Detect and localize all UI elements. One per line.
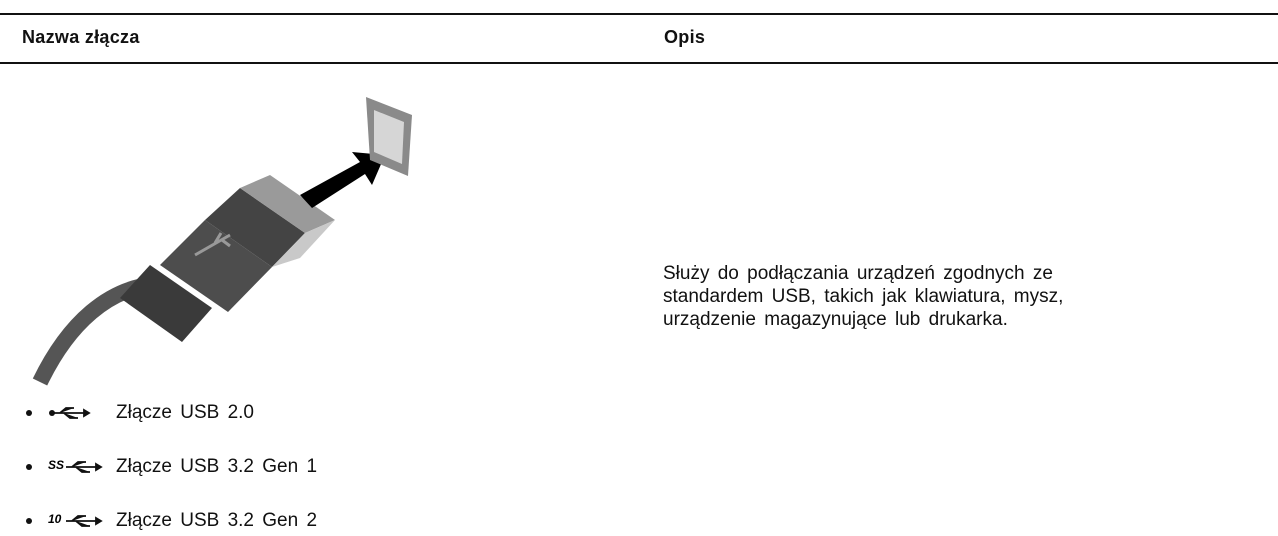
usb-icon-trident (66, 462, 101, 472)
connector-item: SS Złącze USB 3.2 Gen 1 (26, 452, 317, 482)
header-rule (0, 62, 1278, 64)
description-line: standardem USB, takich jak klawiatura, m… (663, 285, 1063, 308)
page: Nazwa złącza Opis Służy do podłączania u… (0, 0, 1278, 533)
header-cell: Nazwa złącza (22, 27, 140, 48)
connector-name: Złącze USB 2.0 (116, 402, 254, 424)
bullet (26, 410, 32, 416)
connector-item: 10 Złącze USB 3.2 Gen 2 (26, 506, 317, 536)
connector-name: Złącze USB 3.2 Gen 1 (116, 456, 317, 478)
connector-name: Złącze USB 3.2 Gen 2 (116, 510, 317, 532)
usb-icon: 10 (46, 509, 116, 533)
usb-icon-label: 10 (48, 512, 62, 526)
usb-icon-trident (54, 408, 89, 418)
description-line: Służy do podłączania urządzeń zgodnych z… (663, 262, 1063, 285)
description-line: urządzenie magazynujące lub drukarka. (663, 308, 1063, 331)
header-cell: Opis (664, 27, 705, 48)
connector-item: Złącze USB 2.0 (26, 398, 254, 428)
description: Służy do podłączania urządzeń zgodnych z… (663, 262, 1063, 331)
usb-icon-trident (66, 516, 101, 526)
usb-icon-label: SS (48, 458, 64, 472)
bullet (26, 518, 32, 524)
usb-illustration (0, 70, 460, 390)
usb-icon (46, 401, 116, 425)
table-top-rule (0, 13, 1278, 15)
usb-icon: SS (46, 455, 116, 479)
bullet (26, 464, 32, 470)
